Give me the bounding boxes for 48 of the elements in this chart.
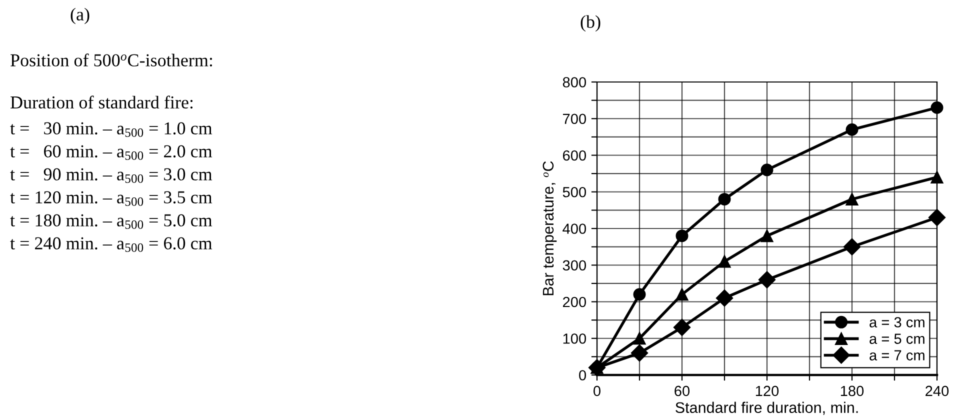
text: t = 180 min. – a$_{500}$ = 5.0 cm <box>10 214 212 229</box>
y-tick-label: 0 <box>579 370 586 380</box>
legend-label: a = 5 cm <box>870 334 924 344</box>
point <box>676 288 688 301</box>
point <box>846 123 858 136</box>
point <box>633 332 646 345</box>
point <box>718 255 731 268</box>
text: (a) <box>70 8 90 24</box>
point <box>846 192 858 206</box>
point <box>760 164 774 176</box>
y-tick-label: 500 <box>562 186 586 198</box>
point <box>928 208 946 226</box>
text: Duration of standard fire: <box>10 96 193 109</box>
chart-title: (b) <box>580 15 600 32</box>
legend-label: a = 7 cm <box>870 350 924 360</box>
point <box>930 170 944 184</box>
point <box>930 101 944 114</box>
text: t = 240 min. – a$_{500}$ = 6.0 cm <box>10 237 212 252</box>
x-tick-label: 180 <box>840 386 864 396</box>
text: t = 90 min. – a$_{500}$ = 3.0 cm <box>10 168 212 183</box>
text: Position of 500$^{o}$C-isotherm: <box>10 54 212 66</box>
y-tick-label: 800 <box>562 77 586 88</box>
y-tick-label: 700 <box>563 114 586 124</box>
text: t = 30 min. – a$_{500}$ = 1.0 cm <box>10 122 212 137</box>
y-axis-title: Bar temperature, $^{o}$C <box>542 161 557 296</box>
point <box>758 271 776 288</box>
x-tick-label: 0 <box>594 386 600 396</box>
x-tick-label: 120 <box>756 386 779 396</box>
point <box>588 359 606 376</box>
text: t = 120 min. – a$_{500}$ = 3.5 cm <box>10 191 212 206</box>
point <box>716 290 734 307</box>
point <box>633 288 646 301</box>
point <box>843 238 861 256</box>
y-tick-label: 100 <box>563 333 586 344</box>
y-tick-label: 300 <box>562 260 586 271</box>
y-tick-label: 600 <box>562 150 586 161</box>
point <box>630 344 648 362</box>
x-tick-label: 60 <box>674 386 690 396</box>
y-tick-label: 400 <box>562 224 586 234</box>
y-tick-label: 200 <box>562 296 586 308</box>
x-axis-title: Standard fire duration, min. <box>676 402 858 415</box>
point <box>673 318 691 336</box>
point <box>718 192 731 206</box>
point <box>760 230 774 242</box>
point <box>676 230 688 242</box>
text: t = 60 min. – a$_{500}$ = 2.0 cm <box>10 145 212 160</box>
x-tick-label: 240 <box>926 386 949 396</box>
legend-label: a = 3 cm <box>870 317 924 328</box>
